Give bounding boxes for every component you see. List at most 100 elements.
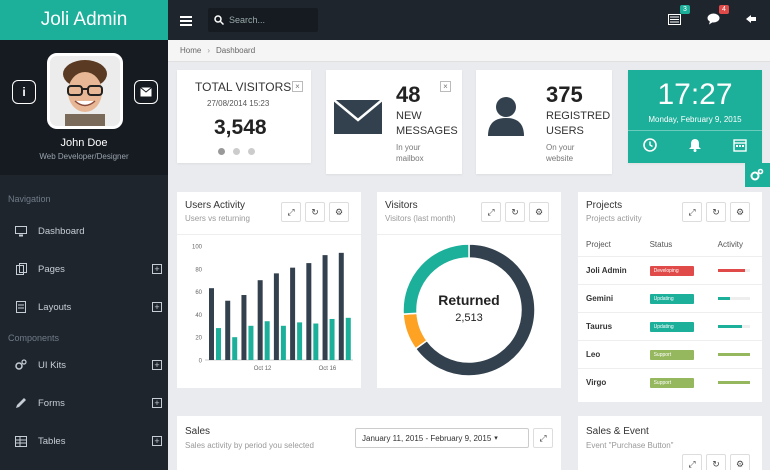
activity-cell <box>709 283 762 312</box>
status-cell: Updating <box>641 283 710 312</box>
bell-icon[interactable] <box>688 138 702 152</box>
panel-subtitle: Event "Purchase Button" <box>586 441 674 450</box>
messages-sub2: mailbox <box>396 154 424 163</box>
table-row[interactable]: Virgo Support <box>578 367 762 396</box>
panel-title: Projects <box>586 200 623 211</box>
refresh-icon[interactable]: ↻ <box>505 202 525 222</box>
panel-subtitle: Projects activity <box>586 214 642 223</box>
search-input[interactable] <box>229 15 309 25</box>
carousel-dot[interactable] <box>248 148 255 155</box>
panel-subtitle: Sales activity by period you selected <box>185 441 314 450</box>
bar[interactable] <box>241 295 247 360</box>
carousel-dot[interactable] <box>233 148 240 155</box>
total-visitors-widget: TOTAL VISITORS × 27/08/2014 15:23 3,548 <box>177 70 311 163</box>
expand-icon[interactable]: ⤢ <box>682 202 702 222</box>
mail-button[interactable] <box>134 80 158 104</box>
expand-icon[interactable]: ⤢ <box>481 202 501 222</box>
sidebar-item-dashboard[interactable]: Dashboard <box>0 212 168 250</box>
users-line1: REGISTRED <box>546 110 611 122</box>
panel-controls: ⤢ ↻ ⚙ <box>682 202 750 222</box>
search-box[interactable] <box>208 8 318 32</box>
bar[interactable] <box>306 263 312 360</box>
bar[interactable] <box>280 325 286 360</box>
bar[interactable] <box>225 300 231 360</box>
panel-title: Visitors <box>385 200 418 211</box>
panel-title: Sales <box>185 426 211 437</box>
logout-icon[interactable] <box>745 12 759 26</box>
close-icon[interactable]: × <box>292 81 303 92</box>
expand-icon[interactable]: + <box>152 436 162 446</box>
table-row[interactable]: Joli Admin Developing <box>578 255 762 284</box>
sidebar-item-tables[interactable]: Tables + <box>0 422 168 460</box>
bar[interactable] <box>216 328 221 360</box>
bar[interactable] <box>345 317 351 360</box>
close-icon[interactable]: × <box>440 81 451 92</box>
expand-icon[interactable]: + <box>152 264 162 274</box>
gear-icon[interactable]: ⚙ <box>730 202 750 222</box>
bar[interactable] <box>273 273 279 360</box>
comments-icon[interactable] <box>707 12 721 26</box>
expand-icon[interactable]: ⤢ <box>533 428 553 448</box>
gear-icon[interactable]: ⚙ <box>529 202 549 222</box>
bar[interactable] <box>232 337 238 360</box>
date-range-picker[interactable]: January 11, 2015 - February 9, 2015 ▾ <box>355 428 529 448</box>
gear-icon[interactable]: ⚙ <box>329 202 349 222</box>
sidebar-item-pages[interactable]: Pages + <box>0 250 168 288</box>
menu-toggle-icon[interactable] <box>180 14 192 26</box>
bar[interactable] <box>297 322 303 360</box>
breadcrumb-current: Dashboard <box>216 46 256 55</box>
calendar-icon[interactable] <box>733 138 747 152</box>
expand-icon[interactable]: + <box>152 398 162 408</box>
brand-logo[interactable]: Joli Admin <box>0 0 168 40</box>
carousel-dots[interactable] <box>218 148 255 155</box>
clock-icon[interactable] <box>643 138 657 152</box>
carousel-dot[interactable] <box>218 148 225 155</box>
sidebar-item-label: Forms <box>38 397 65 409</box>
bar[interactable] <box>264 321 270 360</box>
bar[interactable] <box>322 255 328 360</box>
sidebar-item-label: UI Kits <box>38 359 66 371</box>
profile-panel: i John Doe Web Developer/Designer <box>0 40 168 175</box>
sidebar-item-label: Pages <box>38 263 65 275</box>
donut-slice[interactable] <box>402 243 470 315</box>
info-button[interactable]: i <box>12 80 36 104</box>
expand-icon[interactable]: ⤢ <box>682 454 702 470</box>
expand-icon[interactable]: ⤢ <box>281 202 301 222</box>
refresh-icon[interactable]: ↻ <box>706 202 726 222</box>
mail-icon[interactable] <box>668 12 682 26</box>
bar[interactable] <box>290 267 296 360</box>
breadcrumb-home[interactable]: Home <box>180 46 202 55</box>
bar[interactable] <box>313 323 319 360</box>
bar[interactable] <box>329 318 335 360</box>
sidebar-item-forms[interactable]: Forms + <box>0 384 168 422</box>
settings-tab[interactable] <box>745 163 770 187</box>
bar[interactable] <box>248 325 254 360</box>
x-tick-label: Oct 16 <box>319 366 337 372</box>
column-header: Activity <box>709 234 762 256</box>
bar[interactable] <box>257 280 263 360</box>
messages-count: 48 <box>396 82 421 107</box>
widget-date: 27/08/2014 15:23 <box>207 99 270 108</box>
refresh-icon[interactable]: ↻ <box>706 454 726 470</box>
expand-icon[interactable]: + <box>152 360 162 370</box>
avatar[interactable] <box>47 53 123 129</box>
refresh-icon[interactable]: ↻ <box>305 202 325 222</box>
sidebar-item-layouts[interactable]: Layouts + <box>0 288 168 326</box>
table-row[interactable]: Taurus Updating <box>578 311 762 340</box>
expand-icon[interactable]: + <box>152 302 162 312</box>
status-cell: Support <box>641 367 710 396</box>
status-badge: Developing <box>649 265 694 276</box>
activity-bar <box>717 296 750 300</box>
panel-controls: ⤢ ↻ ⚙ <box>281 202 349 222</box>
table-row[interactable]: Leo Support <box>578 339 762 368</box>
panel-subtitle: Visitors (last month) <box>385 214 456 223</box>
activity-bar-fill <box>717 352 750 356</box>
sidebar-item-ui-kits[interactable]: UI Kits + <box>0 346 168 384</box>
users-line2: USERS <box>546 125 584 137</box>
gear-icon[interactable]: ⚙ <box>730 454 750 470</box>
bar[interactable] <box>209 288 214 360</box>
activity-cell <box>709 367 762 396</box>
desktop-icon <box>14 224 28 238</box>
bar[interactable] <box>338 252 344 360</box>
table-row[interactable]: Gemini Updating <box>578 283 762 312</box>
